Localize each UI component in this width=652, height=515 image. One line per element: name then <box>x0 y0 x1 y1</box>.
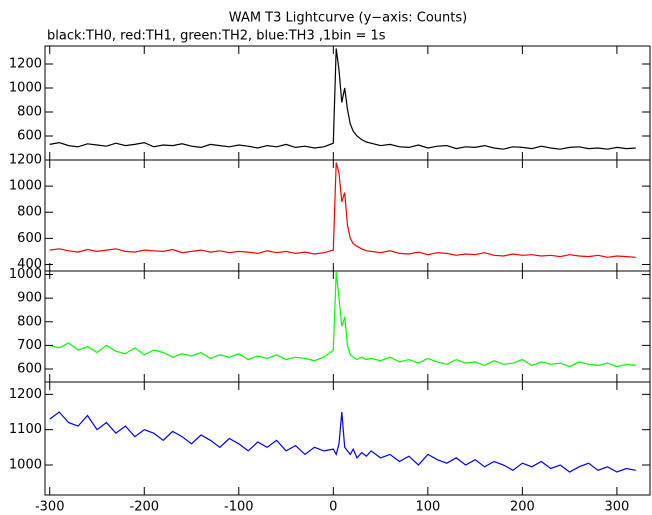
y-tick-label: 800 <box>17 314 42 329</box>
panel-frame <box>44 381 651 496</box>
y-tick-label: 1200 <box>9 153 42 168</box>
y-tick-label: 1000 <box>9 457 42 472</box>
y-tick-label: 1200 <box>9 57 42 72</box>
y-tick-label: 700 <box>17 338 42 353</box>
x-tick-label: 0 <box>329 500 337 515</box>
x-tick-label: 200 <box>510 500 535 515</box>
light-curve <box>49 272 636 368</box>
panel-frame <box>44 270 651 383</box>
y-tick-label: 1100 <box>9 422 42 437</box>
y-tick-label: 600 <box>17 129 42 144</box>
panel-frame <box>44 45 651 161</box>
y-tick-label: 1200 <box>9 387 42 402</box>
y-tick-label: 800 <box>17 205 42 220</box>
y-tick-label: 600 <box>17 231 42 246</box>
y-tick-label: 900 <box>17 291 42 306</box>
y-tick-label: 600 <box>17 362 42 377</box>
x-tick-label: 100 <box>415 500 440 515</box>
y-tick-label: 800 <box>17 105 42 120</box>
x-tick-label: -300 <box>35 500 65 515</box>
y-tick-label: 1000 <box>9 179 42 194</box>
x-tick-label: -200 <box>130 500 160 515</box>
panel-frame <box>44 159 651 272</box>
x-tick-label: -100 <box>224 500 254 515</box>
y-tick-label: 1000 <box>9 267 42 282</box>
chart-subtitle: black:TH0, red:TH1, green:TH2, blue:TH3 … <box>47 29 386 44</box>
light-curve <box>49 48 636 150</box>
y-tick-label: 400 <box>17 257 42 272</box>
light-curve <box>49 162 636 258</box>
x-tick-label: 300 <box>605 500 630 515</box>
chart-title: WAM T3 Lightcurve (y−axis: Counts) <box>229 11 467 26</box>
y-tick-label: 1000 <box>9 81 42 96</box>
light-curve <box>49 411 636 473</box>
